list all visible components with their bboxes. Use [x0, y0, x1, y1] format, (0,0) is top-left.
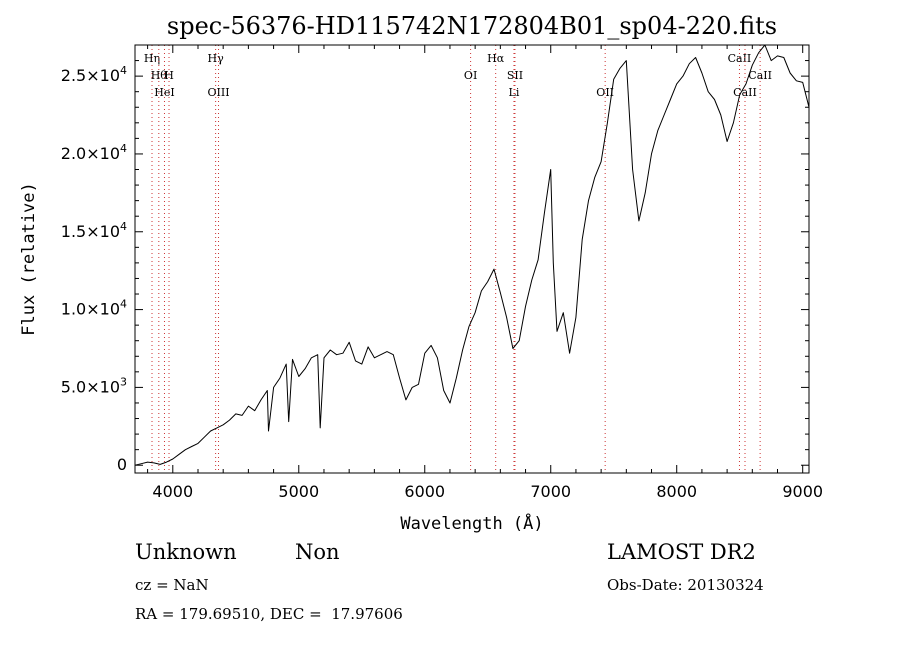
line-label-13: CaII — [748, 69, 772, 82]
obs-date-label: Obs-Date: 20130324 — [607, 576, 764, 594]
spectrum-line-0 — [134, 44, 810, 466]
line-label-2: HeI — [154, 86, 174, 99]
y-axis-label: Flux (relative) — [19, 182, 39, 336]
x-tick-label-3: 7000 — [530, 482, 571, 501]
spectrum-series — [134, 44, 810, 466]
y-tick-label-0: 0 — [117, 455, 127, 474]
y-tick-label-4: 2.0×104 — [61, 142, 127, 163]
line-label-12: CaII — [733, 86, 757, 99]
line-label-9: Li — [509, 86, 520, 99]
plot-frame — [134, 44, 810, 474]
redshift-label: cz = NaN — [135, 576, 209, 594]
line-label-8: SII — [507, 69, 523, 82]
line-label-11: CaII — [728, 52, 752, 65]
x-tick-label-5: 9000 — [782, 482, 823, 501]
y-tick-label-2: 1.0×104 — [61, 298, 127, 319]
x-tick-label-1: 5000 — [278, 482, 319, 501]
x-axis-label: Wavelength (Å) — [400, 512, 543, 534]
line-label-0: Hη — [144, 52, 160, 65]
y-tick-label-1: 5.0×103 — [61, 375, 127, 396]
axes: 4000 5000 6000 7000 8000 9000 0 5.0×103 1.0×104 1… — [61, 45, 823, 501]
line-label-4: Hγ — [208, 52, 225, 65]
chart-title: spec-56376-HD115742N172804B01_sp04-220.f… — [167, 12, 777, 40]
y-tick-label-5: 2.5×104 — [61, 64, 127, 85]
survey-label: LAMOST DR2 — [607, 540, 756, 564]
line-label-3: H — [164, 69, 174, 82]
line-label-1: Hθ — [151, 69, 168, 82]
class-label: Unknown — [135, 540, 237, 564]
line-label-5: OIII — [207, 86, 229, 99]
subclass-label: Non — [295, 540, 340, 564]
x-tick-label-2: 6000 — [404, 482, 445, 501]
line-label-10: OII — [596, 86, 614, 99]
y-tick-label-3: 1.5×104 — [61, 220, 127, 241]
x-tick-label-0: 4000 — [152, 482, 193, 501]
coordinates-label: RA = 179.69510, DEC = 17.97606 — [135, 605, 403, 623]
line-label-7: Hα — [487, 52, 505, 65]
line-label-6: OI — [464, 69, 477, 82]
x-tick-label-4: 8000 — [656, 482, 697, 501]
